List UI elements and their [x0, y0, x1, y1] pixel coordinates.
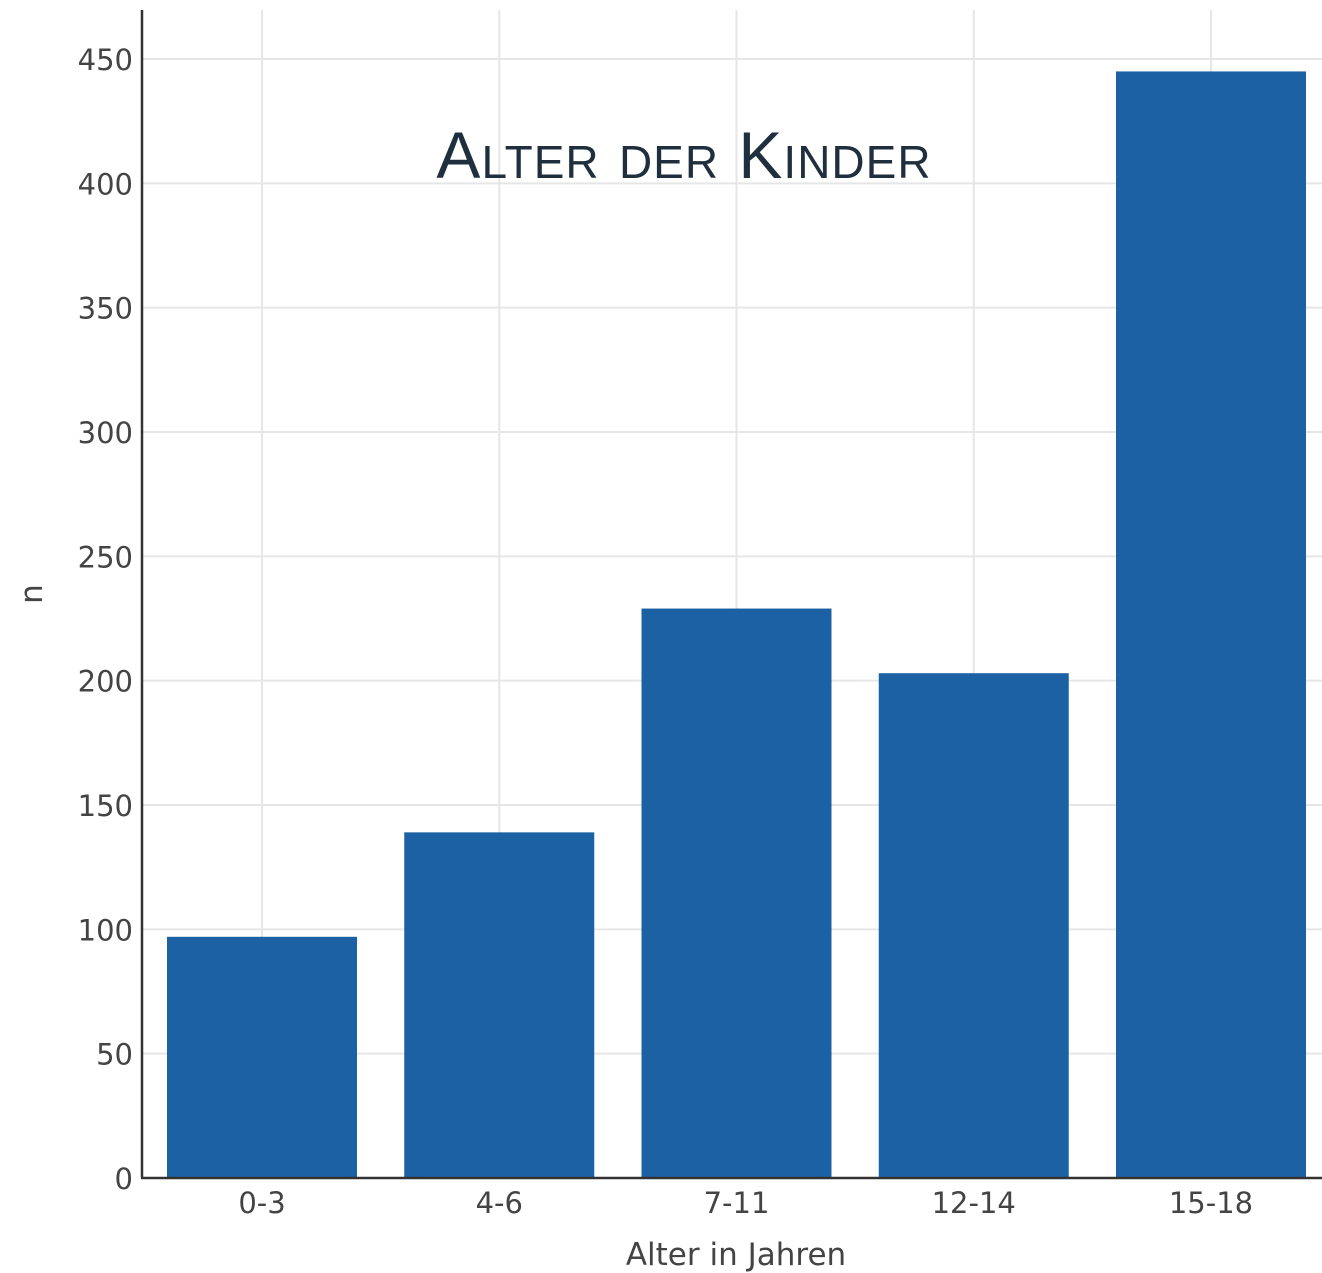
- y-tick-label: 300: [78, 416, 133, 450]
- y-tick-labels: 0 50 100 150 200 250 300 350 400 450: [78, 43, 133, 1196]
- y-tick-label: 200: [78, 665, 133, 699]
- x-tick-label: 7-11: [704, 1186, 770, 1220]
- y-axis-title: n: [14, 584, 50, 604]
- y-tick-label: 0: [115, 1162, 133, 1196]
- chart-title: Alter der Kinder: [436, 118, 931, 192]
- x-tick-label: 12-14: [932, 1186, 1016, 1220]
- bar-4-6: [404, 832, 595, 1178]
- bar-15-18: [1116, 71, 1306, 1178]
- bar-12-14: [878, 673, 1069, 1178]
- x-tick-label: 15-18: [1169, 1186, 1253, 1220]
- x-tick-label: 4-6: [476, 1186, 523, 1220]
- bar-7-11: [641, 608, 832, 1178]
- y-tick-label: 350: [78, 292, 133, 326]
- y-tick-label: 400: [78, 167, 133, 201]
- bars: [167, 71, 1306, 1178]
- x-tick-label: 0-3: [238, 1186, 285, 1220]
- y-tick-label: 250: [78, 540, 133, 574]
- y-tick-label: 150: [78, 789, 133, 823]
- x-axis-title: Alter in Jahren: [626, 1237, 846, 1273]
- x-tick-labels: 0-3 4-6 7-11 12-14 15-18: [238, 1186, 1253, 1220]
- bar-0-3: [167, 936, 357, 1178]
- y-tick-label: 100: [78, 913, 133, 947]
- y-tick-label: 450: [78, 43, 133, 77]
- y-gridlines: [142, 58, 1322, 1055]
- y-tick-label: 50: [96, 1038, 133, 1072]
